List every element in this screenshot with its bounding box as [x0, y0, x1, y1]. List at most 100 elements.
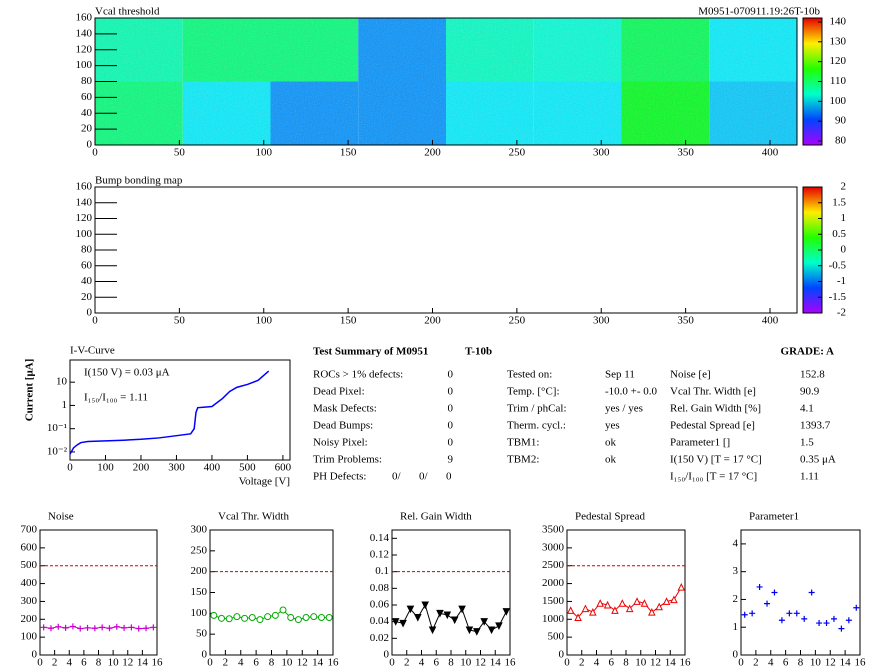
y-tick-label: 100	[76, 59, 93, 71]
color-tick-label: 2	[841, 181, 847, 193]
color-tick-label: 1	[841, 212, 847, 224]
summary-label: Dead Pixel:	[313, 386, 365, 398]
summary-value: -10.0 +- 0.0	[605, 386, 658, 398]
marker	[771, 589, 778, 596]
y-tick-label: 0.08	[370, 582, 390, 594]
x-tick-label: 400	[762, 315, 779, 327]
y-tick-label: 0	[32, 649, 38, 661]
ph-defect-value: 0	[446, 471, 452, 483]
y-tick-label: 80	[81, 244, 93, 256]
y-tick-label: 140	[76, 27, 93, 39]
marker	[853, 604, 860, 611]
marker	[655, 602, 663, 611]
summary-value: Sep 11	[605, 369, 635, 381]
x-tick-label: 12	[122, 657, 133, 669]
y-tick-label: 2	[733, 593, 739, 605]
color-tick-label: 80	[835, 135, 847, 147]
marker	[566, 606, 575, 614]
x-tick-label: 4	[419, 657, 425, 669]
x-tick-label: 8	[96, 657, 102, 669]
x-tick-label: 10	[635, 657, 647, 669]
y-tick-label: 700	[21, 524, 38, 536]
summary-label: Pedestal Spread [e]	[670, 420, 755, 432]
x-tick-label: 12	[475, 657, 486, 669]
summary-title: Test Summary of M0951	[313, 346, 428, 358]
color-tick-label: -2	[837, 307, 846, 319]
marker	[99, 624, 106, 631]
marker	[436, 609, 444, 618]
color-tick-label: -0.5	[829, 259, 847, 271]
color-tick-label: 90	[835, 115, 847, 127]
marker	[428, 626, 437, 635]
x-tick-label: 14	[490, 657, 502, 669]
y-tick-label: 0	[87, 139, 93, 151]
marker	[414, 614, 422, 622]
x-tick-label: 100	[256, 147, 273, 159]
y-tick-label: 200	[191, 565, 208, 577]
marker	[310, 613, 318, 621]
x-tick-label: 6	[434, 657, 440, 669]
color-tick-label: 0	[841, 244, 847, 256]
y-tick-label: 0.14	[370, 532, 390, 544]
x-tick-label: 0	[92, 315, 98, 327]
marker	[830, 615, 837, 622]
summary-label: Noisy Pixel:	[313, 437, 368, 449]
y-tick-label: 250	[191, 544, 208, 556]
series-line	[395, 603, 507, 633]
summary-label: Temp. [°C]:	[507, 386, 560, 398]
x-tick-label: 50	[174, 315, 186, 327]
marker	[816, 620, 823, 627]
marker	[618, 599, 627, 607]
x-tick-label: 10	[460, 657, 472, 669]
summary-value: ok	[605, 437, 617, 449]
marker	[480, 618, 488, 626]
marker	[502, 608, 511, 616]
y-tick-label: 10⁻¹	[47, 422, 67, 434]
x-tick-label: 12	[825, 657, 836, 669]
y-tick-label: 150	[191, 586, 208, 598]
marker	[233, 613, 241, 621]
pixel-texture	[95, 18, 797, 145]
color-tick-label: 1.5	[832, 196, 846, 208]
y-tick-label: 1500	[542, 595, 565, 607]
x-tick-label: 600	[275, 462, 292, 474]
chart-title: Rel. Gain Width	[400, 511, 472, 523]
chart-title: Noise	[48, 511, 74, 523]
marker	[143, 625, 150, 632]
y-tick-label: 300	[191, 524, 208, 536]
marker	[302, 614, 310, 621]
summary-value: 90.9	[800, 386, 820, 398]
x-tick-label: 10	[108, 657, 120, 669]
y-tick-label: 140	[76, 196, 93, 208]
x-tick-label: 300	[593, 147, 610, 159]
marker	[287, 614, 295, 621]
series-line	[213, 609, 330, 621]
x-tick-label: 200	[424, 147, 441, 159]
y-tick-label: 3000	[542, 541, 565, 553]
marker	[786, 610, 793, 617]
chart-title: Vcal Thr. Width	[218, 511, 289, 523]
x-tick-label: 0	[564, 657, 570, 669]
marker	[325, 614, 333, 621]
marker	[845, 617, 852, 624]
marker	[218, 614, 226, 622]
summary-label: Tested on:	[507, 369, 552, 381]
marker	[121, 624, 128, 631]
y-tick-label: 300	[21, 595, 38, 607]
color-tick-label: 110	[830, 75, 847, 87]
summary-label: Rel. Gain Width [%]	[670, 403, 761, 415]
marker	[778, 617, 785, 624]
x-tick-label: 10	[810, 657, 822, 669]
y-tick-label: 50	[196, 628, 208, 640]
x-axis-label: Voltage [V]	[239, 476, 290, 488]
marker	[574, 613, 582, 621]
x-tick-label: 400	[204, 462, 221, 474]
series-line	[43, 625, 154, 630]
x-tick-label: 2	[52, 657, 58, 669]
marker	[256, 616, 264, 624]
y-tick-label: 0.02	[370, 632, 389, 644]
y-tick-label: 2000	[542, 577, 565, 589]
marker	[677, 583, 686, 591]
ph-defect-value: 0/	[392, 471, 402, 483]
